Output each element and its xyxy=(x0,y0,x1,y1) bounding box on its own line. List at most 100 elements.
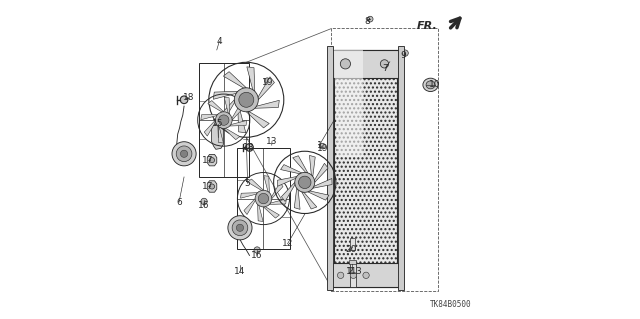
Ellipse shape xyxy=(426,81,435,89)
Polygon shape xyxy=(224,128,240,140)
Polygon shape xyxy=(248,179,264,190)
Bar xyxy=(331,28,438,291)
Polygon shape xyxy=(246,112,269,128)
Circle shape xyxy=(180,150,188,157)
Text: 14: 14 xyxy=(234,267,246,276)
Circle shape xyxy=(367,16,373,22)
Circle shape xyxy=(295,172,315,192)
Text: 13: 13 xyxy=(266,137,278,145)
Polygon shape xyxy=(278,176,297,186)
Circle shape xyxy=(239,92,254,107)
Polygon shape xyxy=(211,124,223,149)
Text: 9: 9 xyxy=(401,51,406,60)
Bar xyxy=(334,50,397,287)
Circle shape xyxy=(236,224,244,231)
Polygon shape xyxy=(271,182,283,198)
Polygon shape xyxy=(201,114,218,120)
Polygon shape xyxy=(314,163,328,182)
Circle shape xyxy=(355,263,360,269)
Polygon shape xyxy=(269,199,286,204)
Circle shape xyxy=(218,115,229,125)
Circle shape xyxy=(246,144,253,151)
Circle shape xyxy=(350,272,356,278)
Circle shape xyxy=(255,190,272,207)
Bar xyxy=(332,263,400,287)
Circle shape xyxy=(340,59,351,69)
Bar xyxy=(350,238,355,250)
Polygon shape xyxy=(310,155,316,176)
Circle shape xyxy=(201,198,207,204)
Polygon shape xyxy=(244,198,255,214)
Text: 12: 12 xyxy=(282,239,293,248)
Circle shape xyxy=(320,143,325,149)
Circle shape xyxy=(209,158,214,163)
Polygon shape xyxy=(334,50,363,157)
Circle shape xyxy=(228,216,252,240)
Polygon shape xyxy=(301,192,317,209)
Circle shape xyxy=(264,78,270,84)
Text: 15: 15 xyxy=(212,119,223,129)
Circle shape xyxy=(254,247,260,253)
Polygon shape xyxy=(213,91,238,99)
Circle shape xyxy=(363,272,369,278)
Polygon shape xyxy=(257,204,263,221)
Polygon shape xyxy=(264,176,269,193)
Polygon shape xyxy=(255,100,279,108)
Polygon shape xyxy=(223,72,246,88)
Circle shape xyxy=(216,112,232,129)
Text: 17: 17 xyxy=(202,156,214,165)
Bar xyxy=(327,47,333,290)
Polygon shape xyxy=(232,104,243,120)
Polygon shape xyxy=(313,179,332,188)
Ellipse shape xyxy=(423,78,438,92)
Polygon shape xyxy=(282,182,295,201)
Polygon shape xyxy=(294,188,300,209)
Polygon shape xyxy=(241,193,257,198)
Circle shape xyxy=(337,272,344,278)
Text: 18: 18 xyxy=(184,93,195,102)
Circle shape xyxy=(232,220,248,236)
Text: 18: 18 xyxy=(243,143,254,152)
Text: 1: 1 xyxy=(317,141,322,150)
Bar xyxy=(198,63,249,177)
Circle shape xyxy=(180,96,188,104)
Text: FR.: FR. xyxy=(417,21,438,31)
Text: 17: 17 xyxy=(202,182,214,191)
Text: 8: 8 xyxy=(364,17,370,26)
Text: 7: 7 xyxy=(383,63,388,72)
Bar xyxy=(332,50,400,78)
Polygon shape xyxy=(292,156,308,173)
Polygon shape xyxy=(308,191,329,200)
Text: 19: 19 xyxy=(317,144,328,153)
Polygon shape xyxy=(208,100,224,112)
Polygon shape xyxy=(230,121,246,126)
Bar xyxy=(350,263,356,287)
Circle shape xyxy=(402,50,408,56)
Polygon shape xyxy=(247,67,255,91)
Polygon shape xyxy=(280,165,301,174)
Circle shape xyxy=(234,88,259,112)
Bar xyxy=(349,260,356,264)
Text: TK84B0500: TK84B0500 xyxy=(430,300,472,309)
Circle shape xyxy=(209,184,214,189)
Text: 11: 11 xyxy=(346,267,358,276)
Text: 5: 5 xyxy=(244,179,250,188)
Circle shape xyxy=(259,193,269,204)
Text: 6: 6 xyxy=(176,198,182,207)
Bar xyxy=(399,47,404,290)
Polygon shape xyxy=(204,120,216,136)
Text: 2: 2 xyxy=(347,267,353,276)
Circle shape xyxy=(380,60,388,68)
Circle shape xyxy=(298,176,311,189)
Circle shape xyxy=(176,146,192,162)
Bar xyxy=(237,148,290,249)
Text: 20: 20 xyxy=(346,245,357,254)
Text: 3: 3 xyxy=(355,267,361,276)
Polygon shape xyxy=(224,97,230,114)
Text: 4: 4 xyxy=(216,37,222,46)
Circle shape xyxy=(172,142,196,166)
Polygon shape xyxy=(264,207,280,218)
Polygon shape xyxy=(218,126,223,143)
Polygon shape xyxy=(207,154,217,166)
Text: 10: 10 xyxy=(429,80,441,89)
